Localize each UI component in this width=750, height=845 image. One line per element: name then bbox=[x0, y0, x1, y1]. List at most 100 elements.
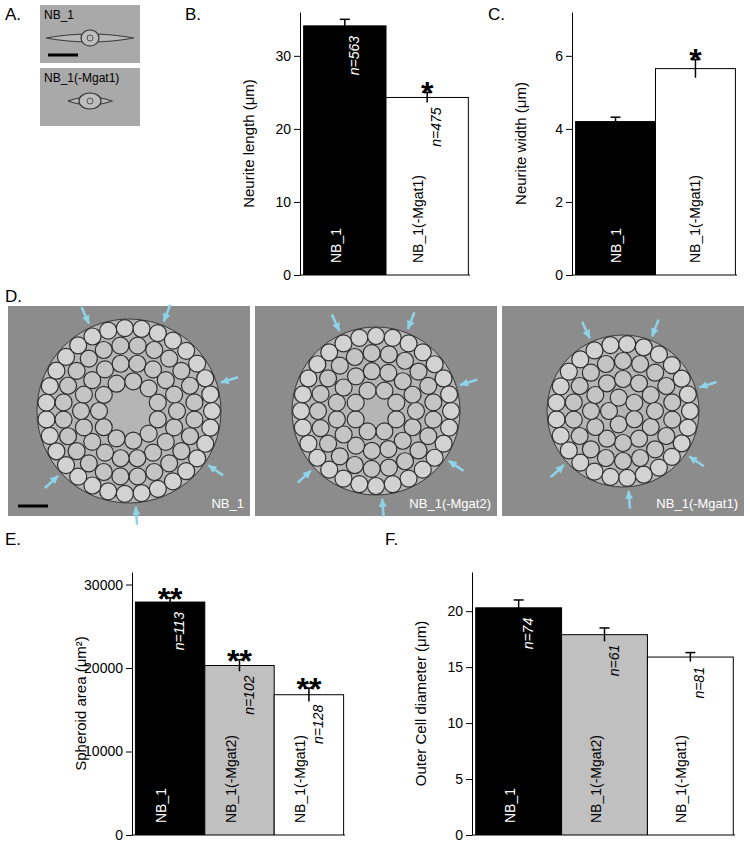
cell bbox=[129, 450, 146, 467]
category-label: NB_1(-Mgat1) bbox=[410, 175, 426, 263]
y-tick: 20 bbox=[447, 603, 472, 619]
plot-area bbox=[135, 598, 343, 835]
arrow-head bbox=[651, 328, 658, 337]
y-tick-label: 0 bbox=[115, 827, 123, 843]
cell bbox=[363, 460, 380, 477]
arrow bbox=[582, 322, 589, 338]
image: NB_1 bbox=[8, 305, 250, 525]
y-tick-mark bbox=[294, 56, 300, 57]
cell bbox=[48, 443, 65, 460]
cell bbox=[408, 403, 425, 420]
error-bar-cap bbox=[340, 19, 350, 21]
cell bbox=[146, 463, 163, 480]
cell bbox=[615, 453, 632, 470]
cell bbox=[95, 342, 112, 359]
y-axis-line bbox=[300, 13, 301, 276]
error-bar bbox=[685, 653, 695, 662]
cell bbox=[435, 370, 452, 387]
cell bbox=[587, 419, 604, 436]
cell bbox=[388, 411, 405, 428]
chart: C.Neurite width (μm)0246NB_1NB_1(-Mgat1)… bbox=[488, 5, 737, 283]
cell bbox=[420, 428, 437, 445]
cell bbox=[202, 386, 219, 403]
n-label: n=563 bbox=[346, 36, 362, 76]
cell bbox=[425, 411, 442, 428]
cell bbox=[112, 355, 129, 372]
panel-label: E. bbox=[5, 530, 21, 549]
cell bbox=[166, 386, 183, 403]
y-axis-line bbox=[572, 13, 573, 276]
cell bbox=[116, 320, 133, 337]
cell bbox=[38, 411, 55, 428]
cell bbox=[173, 362, 190, 379]
cell bbox=[60, 377, 77, 394]
bar bbox=[576, 122, 656, 275]
cell bbox=[380, 441, 397, 458]
y-tick-mark bbox=[126, 835, 132, 836]
n-label: n=113 bbox=[171, 612, 187, 650]
cell bbox=[647, 441, 664, 458]
cell bbox=[60, 428, 77, 445]
plot-area bbox=[476, 600, 734, 835]
y-axis-line bbox=[472, 573, 473, 836]
cell bbox=[116, 485, 133, 502]
arrow-head bbox=[689, 456, 698, 464]
y-tick: 0 bbox=[115, 827, 132, 843]
cell bbox=[149, 394, 166, 411]
arrow-head bbox=[699, 381, 708, 389]
cell bbox=[380, 459, 397, 476]
cell bbox=[348, 368, 365, 385]
y-tick: 0 bbox=[455, 827, 472, 843]
cell bbox=[615, 371, 632, 388]
y-tick: 20000 bbox=[84, 660, 132, 676]
arrow bbox=[164, 305, 171, 322]
cell bbox=[41, 378, 58, 395]
cell bbox=[363, 345, 380, 362]
panel-label: C. bbox=[488, 5, 505, 24]
image-panel: A.NB_1NB_1(-Mgat1) bbox=[5, 5, 140, 126]
panel-label: B. bbox=[185, 5, 201, 24]
arrow bbox=[208, 465, 223, 475]
y-tick-mark bbox=[566, 275, 572, 276]
cell bbox=[149, 325, 166, 342]
y-tick-label: 10 bbox=[275, 194, 291, 210]
cell bbox=[682, 403, 699, 420]
cell bbox=[75, 419, 92, 436]
cell bbox=[331, 357, 348, 374]
arrow-head bbox=[379, 499, 387, 507]
y-axis-line bbox=[132, 573, 133, 836]
y-axis-title: Neurite width (μm) bbox=[512, 82, 529, 205]
arrow bbox=[298, 470, 311, 482]
arrow-head bbox=[449, 461, 458, 469]
cell bbox=[312, 420, 329, 437]
category-label: NB_1(-Mgat2) bbox=[588, 735, 604, 823]
cell bbox=[294, 386, 311, 403]
cell bbox=[602, 337, 619, 354]
error-bar-stem bbox=[518, 600, 520, 616]
cell bbox=[384, 329, 401, 346]
image-background bbox=[255, 306, 497, 516]
cell bbox=[679, 419, 696, 436]
cell bbox=[145, 444, 162, 461]
cell bbox=[552, 427, 569, 444]
cell bbox=[186, 411, 203, 428]
cell bbox=[650, 459, 667, 476]
error-bar-cap bbox=[611, 116, 621, 118]
plot-area bbox=[576, 59, 736, 275]
category-label: NB_1 bbox=[328, 228, 344, 263]
cell bbox=[129, 355, 146, 372]
cell bbox=[112, 450, 129, 467]
cell bbox=[635, 466, 652, 483]
y-tick-label: 20 bbox=[275, 121, 291, 137]
spheroid-body bbox=[547, 335, 699, 487]
cell bbox=[626, 411, 643, 428]
arrow-head bbox=[460, 379, 469, 387]
cell bbox=[571, 428, 588, 445]
cell bbox=[181, 428, 198, 445]
arrow-head bbox=[625, 491, 633, 499]
y-tick: 15 bbox=[447, 659, 472, 675]
bar bbox=[205, 666, 274, 835]
y-tick: 20 bbox=[275, 121, 300, 137]
cell bbox=[443, 403, 460, 420]
significance: ** bbox=[227, 643, 252, 679]
